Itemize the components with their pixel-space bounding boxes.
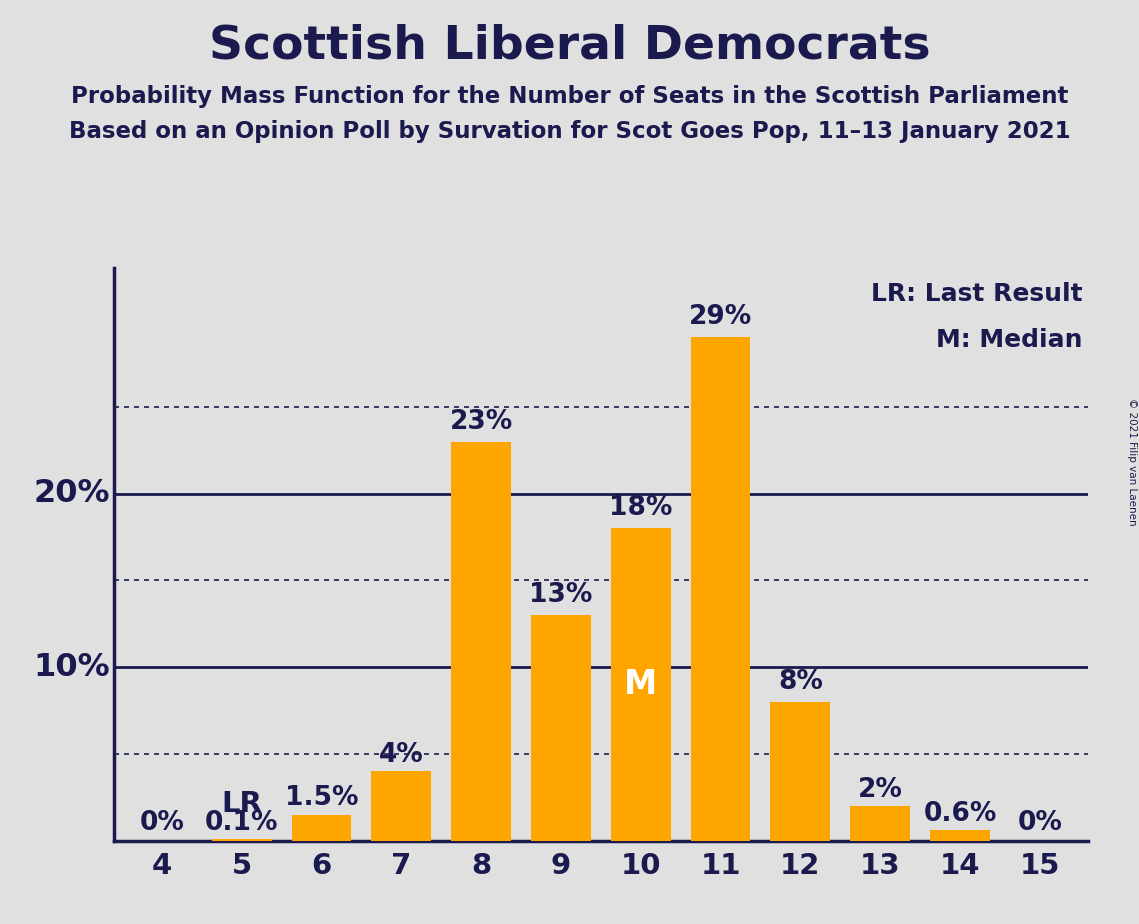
Text: M: M [624, 668, 657, 701]
Bar [690, 337, 751, 841]
Text: Based on an Opinion Poll by Survation for Scot Goes Pop, 11–13 January 2021: Based on an Opinion Poll by Survation fo… [68, 120, 1071, 143]
Text: 23%: 23% [450, 408, 513, 434]
Bar [292, 815, 351, 841]
Text: © 2021 Filip van Laenen: © 2021 Filip van Laenen [1126, 398, 1137, 526]
Bar [531, 615, 591, 841]
Bar [451, 442, 511, 841]
Bar [931, 831, 990, 841]
Text: Probability Mass Function for the Number of Seats in the Scottish Parliament: Probability Mass Function for the Number… [71, 85, 1068, 108]
Text: Scottish Liberal Democrats: Scottish Liberal Democrats [208, 23, 931, 68]
Text: M: Median: M: Median [936, 328, 1083, 352]
Bar [212, 839, 271, 841]
Text: 10%: 10% [33, 651, 109, 683]
Text: 20%: 20% [33, 478, 109, 509]
Bar [770, 702, 830, 841]
Text: LR: Last Result: LR: Last Result [871, 283, 1083, 306]
Bar [611, 529, 671, 841]
Text: 0.1%: 0.1% [205, 809, 278, 835]
Text: 0%: 0% [139, 809, 185, 835]
Text: 13%: 13% [530, 582, 592, 608]
Text: LR: LR [221, 790, 262, 819]
Text: 1.5%: 1.5% [285, 785, 358, 811]
Bar [371, 772, 432, 841]
Text: 0.6%: 0.6% [924, 801, 997, 827]
Text: 0%: 0% [1017, 809, 1063, 835]
Text: 4%: 4% [379, 742, 424, 768]
Text: 8%: 8% [778, 669, 822, 695]
Bar [851, 806, 910, 841]
Text: 29%: 29% [689, 304, 752, 331]
Text: 18%: 18% [609, 495, 672, 521]
Text: 2%: 2% [858, 777, 902, 803]
